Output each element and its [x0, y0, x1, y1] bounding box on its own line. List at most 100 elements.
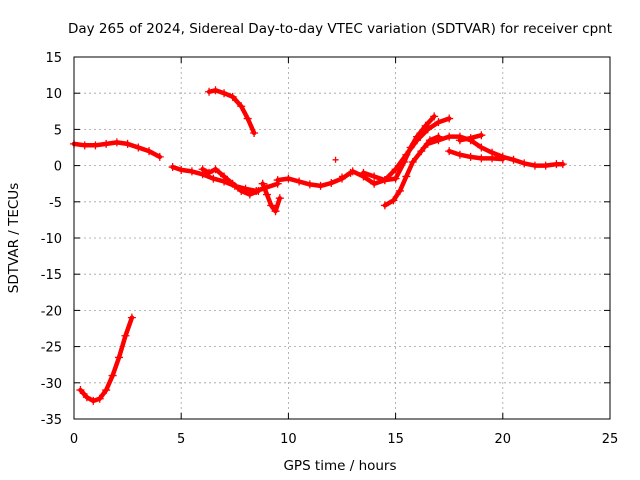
data-point-marker [488, 154, 497, 163]
data-point-marker [445, 132, 454, 141]
data-point-marker [168, 163, 177, 172]
data-point-marker [477, 154, 486, 163]
data-point-marker [295, 177, 304, 186]
data-point-marker [430, 112, 439, 121]
data-point-marker [389, 196, 398, 205]
data-point-marker [108, 371, 117, 380]
data-point-marker [391, 165, 400, 174]
data-point-marker [466, 152, 475, 161]
data-point-marker [220, 89, 229, 98]
data-point-marker [245, 190, 254, 199]
data-point-marker [445, 147, 454, 156]
x-tick-label: 0 [70, 432, 78, 447]
plot-frame [73, 56, 611, 420]
x-tick-label: 25 [602, 432, 619, 447]
data-point-marker [250, 129, 259, 138]
data-series [70, 86, 567, 405]
data-point-marker [267, 201, 276, 210]
data-point-marker [417, 147, 426, 156]
axis-ticks: 0 5 10 15 20 25 -35 -30 -25 -20 -15 -10 -5 0 5 10 15 [41, 51, 619, 447]
data-point-marker [316, 181, 325, 190]
data-point-marker [187, 167, 196, 176]
y-tick-label: 15 [45, 51, 62, 66]
data-point-marker [205, 87, 214, 96]
data-point-marker [402, 150, 411, 159]
isolated-data-point [339, 173, 345, 180]
data-point-marker [391, 174, 400, 183]
y-tick-label: -5 [49, 196, 62, 211]
y-tick-label: -15 [41, 268, 62, 283]
data-point-marker [102, 139, 111, 148]
y-tick-label: -30 [41, 377, 62, 392]
data-point-marker [455, 150, 464, 159]
series-arc-early-low [76, 313, 136, 405]
data-point-marker [558, 160, 567, 169]
data-point-marker [91, 141, 100, 150]
x-tick-label: 5 [177, 432, 185, 447]
x-tick-label: 15 [387, 432, 404, 447]
data-point-marker [228, 179, 237, 188]
series-arc-high [205, 86, 259, 138]
data-point-marker [155, 152, 164, 161]
chart-title: Day 265 of 2024, Sidereal Day-to-day VTE… [68, 21, 612, 37]
data-point-marker [145, 147, 154, 156]
series-arc-afternoon-c [348, 114, 454, 188]
data-point-marker [211, 86, 220, 95]
data-point-marker [254, 186, 263, 195]
data-point-marker [370, 179, 379, 188]
data-point-marker [209, 174, 218, 183]
series-arc-early-high [70, 138, 164, 161]
data-point-marker [380, 201, 389, 210]
data-point-marker [348, 167, 357, 176]
data-point-marker [541, 161, 550, 170]
series-arc-dip [258, 179, 284, 216]
data-point-marker [76, 386, 85, 395]
data-point-marker [177, 165, 186, 174]
data-point-marker [423, 139, 432, 148]
x-axis-label: GPS time / hours [283, 458, 396, 474]
data-point-marker [102, 386, 111, 395]
y-tick-label: -35 [41, 413, 62, 428]
y-tick-label: -20 [41, 304, 62, 319]
series-arc-morning-b [198, 165, 263, 199]
data-point-marker [237, 186, 246, 195]
data-point-marker [408, 157, 417, 166]
data-point-marker [413, 136, 422, 145]
data-point-marker [95, 394, 104, 403]
data-point-marker [434, 118, 443, 127]
data-point-marker [305, 180, 314, 189]
data-point-marker [273, 176, 282, 185]
data-point-marker [243, 114, 252, 123]
grid-lines [74, 57, 610, 419]
data-point-marker [134, 143, 143, 152]
data-point-marker [89, 396, 98, 405]
y-tick-label: -10 [41, 232, 62, 247]
x-tick-label: 10 [280, 432, 297, 447]
data-point-marker [530, 161, 539, 170]
data-point-marker [434, 136, 443, 145]
data-point-marker [123, 139, 132, 148]
data-point-marker [284, 174, 293, 183]
data-point-marker [80, 141, 89, 150]
data-point-marker [477, 143, 486, 152]
isolated-data-point [332, 156, 339, 163]
y-tick-label: -25 [41, 341, 62, 356]
data-point-marker [258, 179, 267, 188]
data-point-marker [380, 176, 389, 185]
data-point-marker [127, 313, 136, 322]
data-point-marker [395, 186, 404, 195]
data-point-marker [359, 172, 368, 181]
series-line [350, 116, 452, 186]
x-tick-label: 20 [495, 432, 512, 447]
data-point-marker [211, 165, 220, 174]
y-tick-label: 10 [45, 87, 62, 102]
data-point-marker [112, 138, 121, 147]
data-point-marker [498, 155, 507, 164]
data-point-marker [237, 102, 246, 111]
data-point-marker [262, 190, 271, 199]
data-point-marker [228, 92, 237, 101]
data-point-marker [370, 172, 379, 181]
data-point-marker [402, 172, 411, 181]
data-point-marker [520, 159, 529, 168]
